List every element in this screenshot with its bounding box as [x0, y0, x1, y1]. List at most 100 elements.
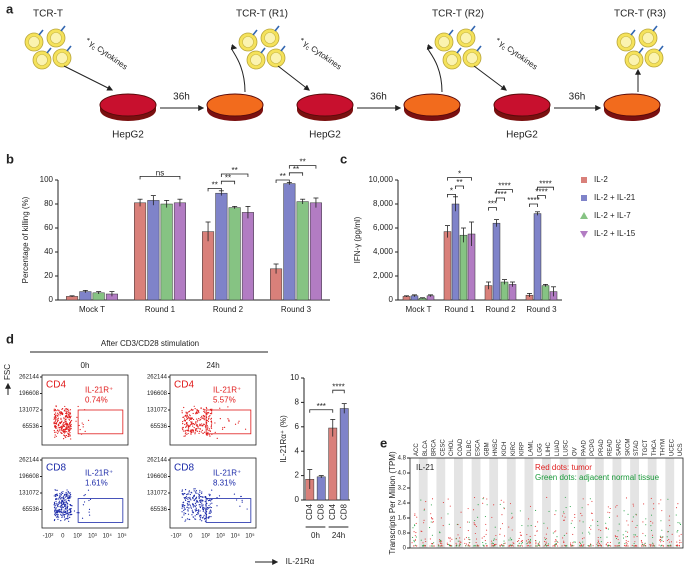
cell-label: TCR-T — [33, 9, 63, 20]
dot-texture — [552, 532, 554, 534]
flow-y-tick-label: 65536 — [150, 424, 167, 430]
dot-texture — [636, 524, 638, 526]
dot-texture — [475, 542, 477, 544]
cell-nucleus — [242, 36, 254, 48]
dot-texture — [509, 503, 512, 505]
flow-dot — [209, 503, 211, 505]
flow-dot — [56, 418, 59, 420]
flow-dot — [59, 412, 61, 414]
flow-dot — [64, 431, 67, 433]
flow-gate — [77, 498, 124, 523]
flow-dot — [184, 433, 186, 435]
dot-texture — [484, 540, 486, 542]
dot-texture — [483, 545, 485, 547]
dot-texture — [455, 542, 457, 544]
dot-texture — [414, 535, 416, 537]
dot-texture — [645, 545, 647, 547]
flow-dot — [187, 427, 190, 429]
dot-texture — [495, 543, 497, 545]
flow-dot — [188, 491, 190, 493]
cytokine-word: Cytokines — [505, 44, 539, 72]
dot-texture — [563, 534, 565, 537]
dot-texture — [574, 516, 576, 518]
dot-texture — [459, 540, 461, 542]
category-label: ESCA — [476, 440, 482, 456]
error-bar — [82, 289, 88, 293]
flow-dot — [202, 517, 204, 519]
bar — [160, 203, 173, 301]
bar — [228, 207, 241, 301]
tcr — [630, 29, 636, 36]
dot-texture — [666, 545, 668, 547]
flow-dot — [66, 495, 68, 497]
flow-dot — [183, 406, 185, 409]
dot-texture — [650, 525, 652, 527]
dot-texture — [432, 545, 434, 547]
dot-texture — [591, 500, 593, 502]
flow-dot — [54, 434, 56, 436]
flow-dot — [186, 416, 188, 418]
dot-texture — [597, 542, 599, 544]
group-label: 0h — [311, 531, 320, 540]
flow-dot — [228, 420, 230, 422]
flow-dot — [208, 429, 210, 431]
flow-dot — [55, 515, 57, 517]
dot-texture — [676, 541, 678, 543]
flow-dot — [59, 428, 61, 430]
category-label: KIRC — [511, 441, 517, 456]
cell-nucleus — [250, 54, 262, 66]
dot-texture — [520, 534, 523, 536]
category-label: STAD — [634, 440, 640, 456]
dot-texture — [569, 542, 572, 544]
dot-texture — [423, 522, 425, 524]
flow-dot — [194, 432, 196, 434]
dot-texture — [494, 526, 496, 528]
flow-dot — [65, 434, 68, 437]
dot-texture — [474, 519, 476, 522]
flow-dot — [198, 496, 200, 498]
flow-dot — [189, 504, 191, 506]
dot-texture — [474, 532, 476, 535]
flow-dot — [66, 411, 68, 413]
dot-texture — [481, 537, 483, 539]
dot-texture — [413, 531, 415, 533]
flow-dot — [65, 421, 67, 423]
dot-texture — [546, 496, 548, 499]
flow-dot — [187, 425, 190, 428]
dot-texture — [434, 545, 436, 547]
dot-texture — [423, 509, 425, 511]
flow-dot — [68, 499, 70, 501]
dot-texture — [580, 512, 582, 514]
dot-texture — [474, 524, 476, 526]
flow-dot — [57, 503, 60, 505]
flow-dot — [186, 497, 188, 499]
dot-texture — [525, 540, 528, 542]
tcr — [46, 47, 52, 54]
flow-dot — [64, 435, 66, 437]
flow-dot — [185, 519, 187, 521]
flow-dot — [79, 428, 81, 431]
flow-dot — [63, 429, 65, 431]
dot-texture — [447, 498, 449, 500]
dot-texture — [609, 541, 611, 544]
y-tick-label: 1.6 — [398, 516, 407, 522]
significance-bracket — [537, 195, 546, 199]
flow-dot — [190, 421, 192, 423]
flow-dot — [88, 511, 90, 513]
y-axis-label: IL-21Rα⁺ (%) — [279, 415, 288, 463]
flow-dot — [64, 504, 66, 507]
flow-dot — [210, 511, 213, 513]
flow-dot — [57, 518, 59, 520]
dot-texture — [641, 542, 643, 544]
dot-texture — [469, 539, 471, 541]
flow-dot — [68, 509, 70, 511]
dot-texture — [412, 527, 414, 529]
dot-texture — [422, 542, 424, 544]
flow-dot — [62, 423, 64, 425]
flow-dot — [189, 518, 191, 521]
flow-dot — [187, 432, 189, 435]
flow-dot — [201, 502, 203, 504]
dot-texture — [653, 508, 655, 510]
dot-texture — [605, 522, 607, 524]
flow-dot — [203, 418, 205, 420]
